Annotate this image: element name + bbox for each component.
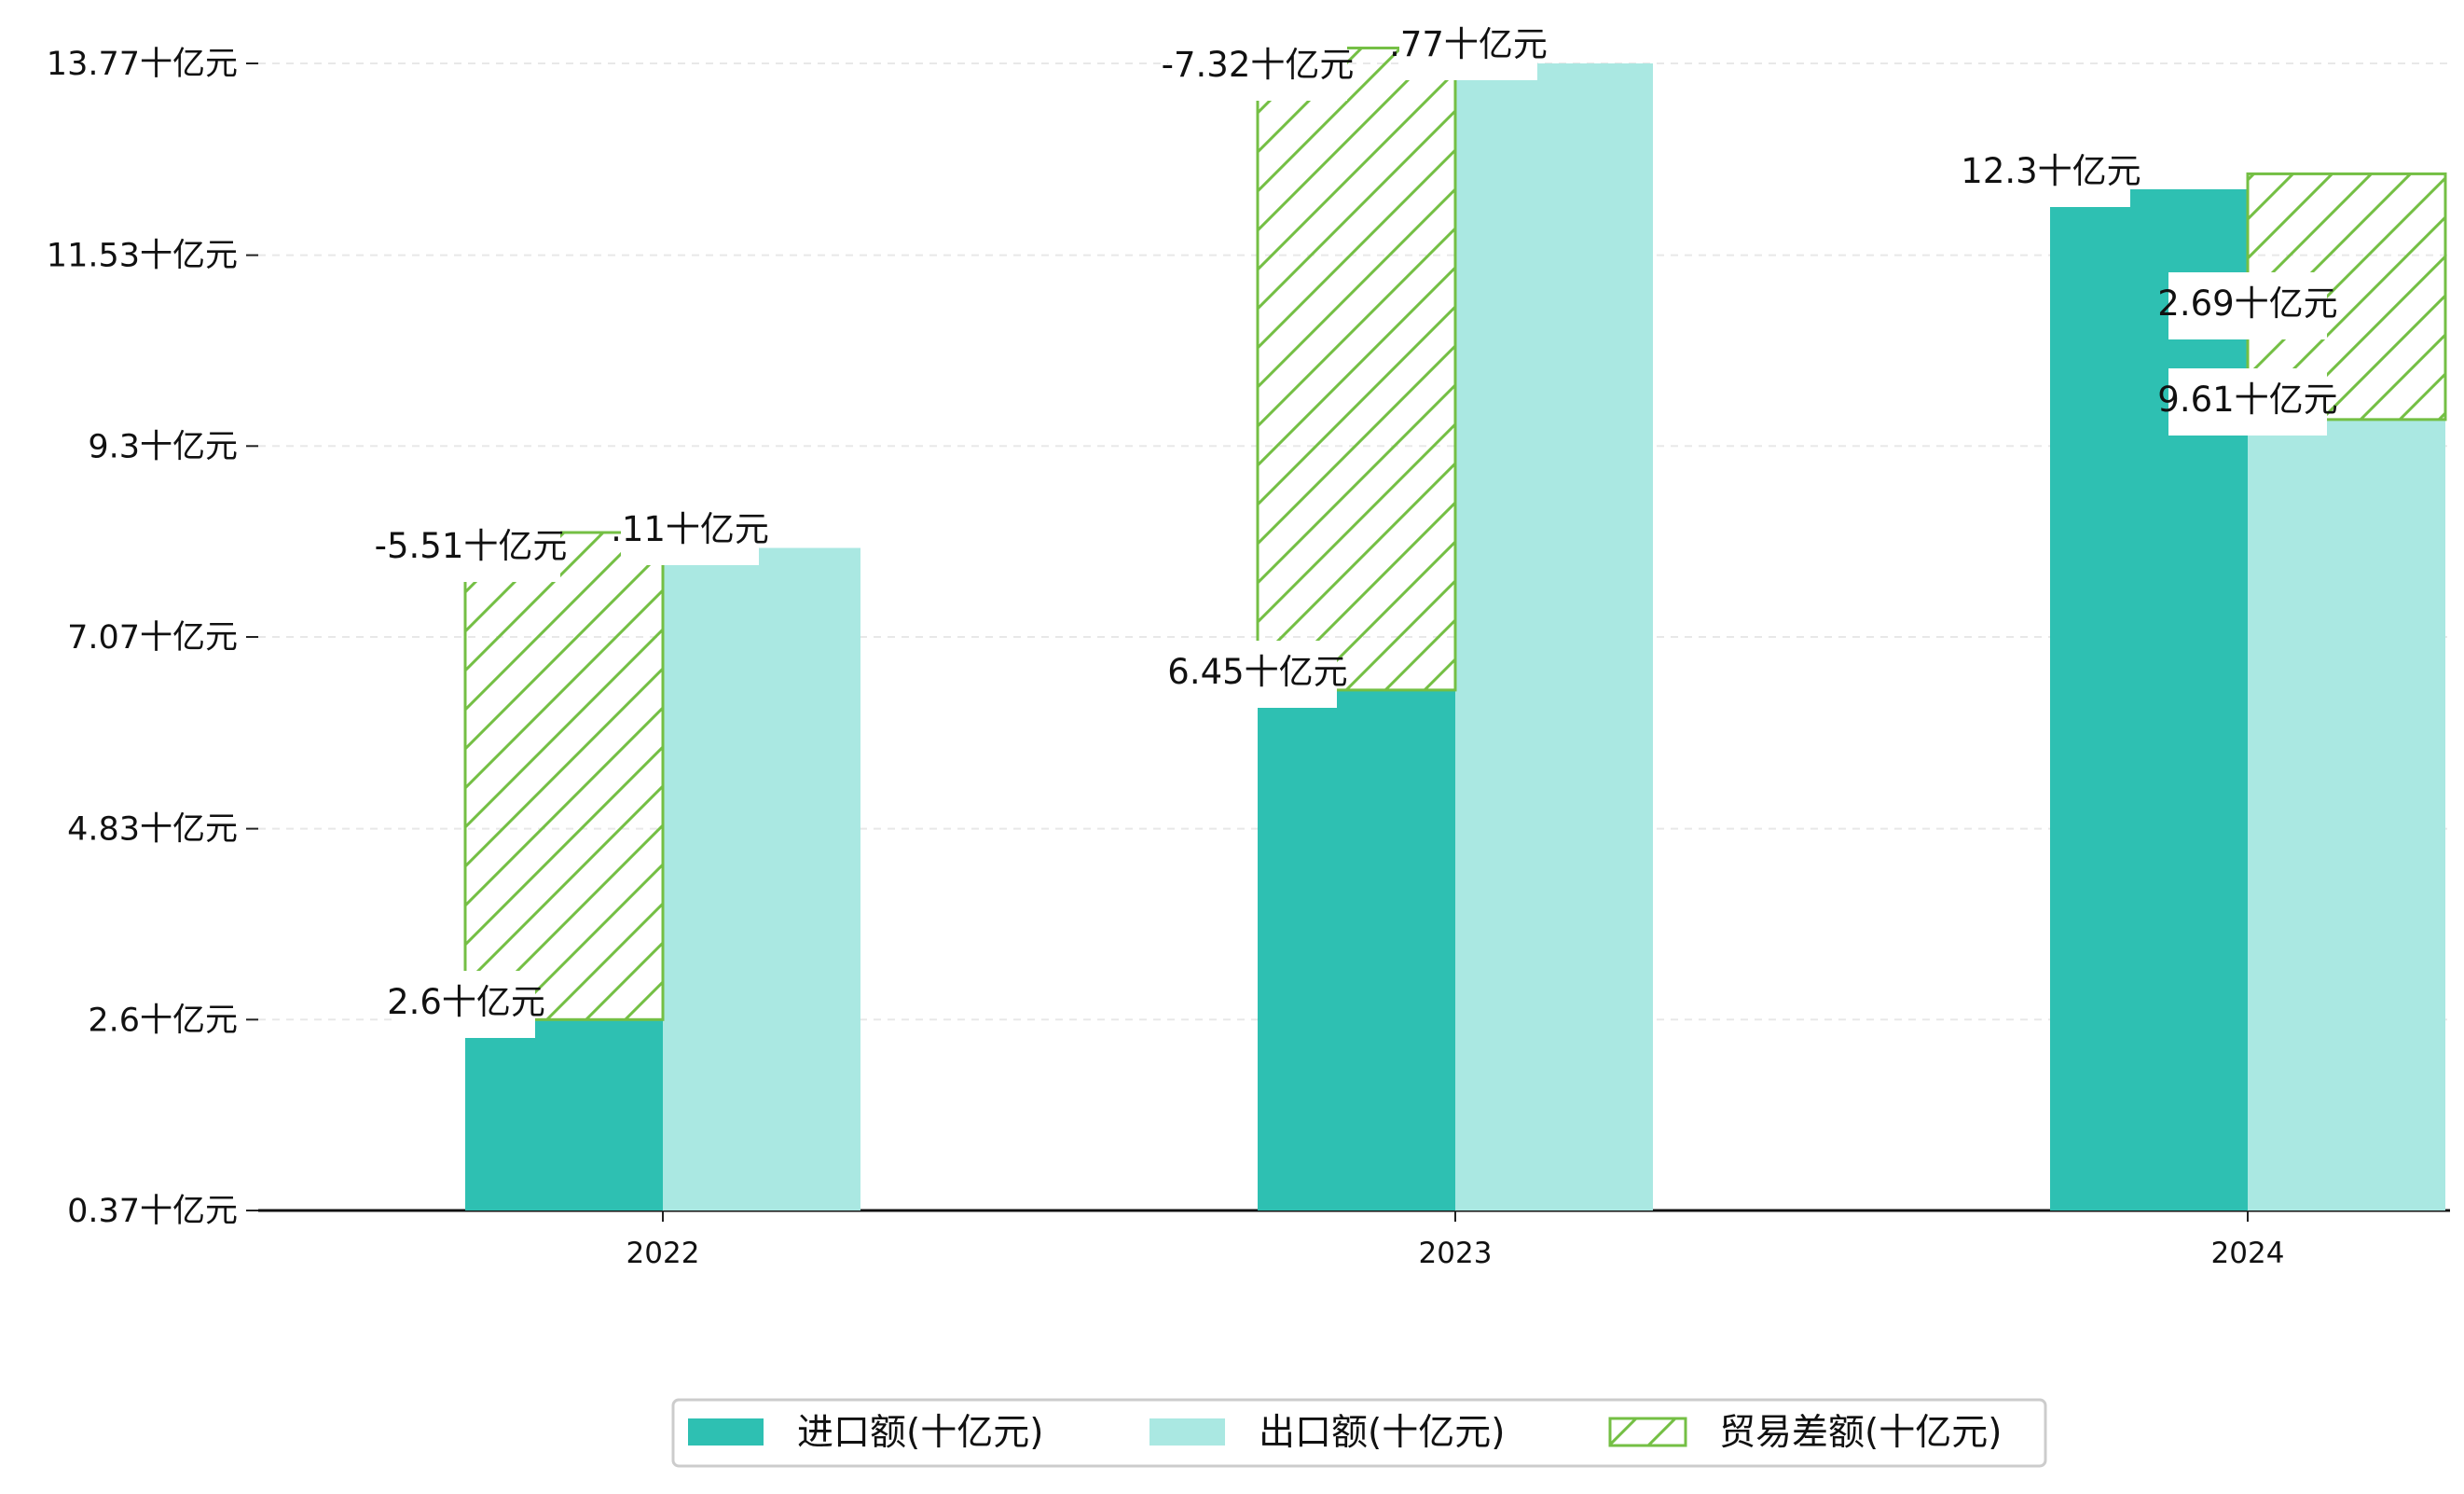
bar-import (465, 1019, 663, 1210)
label-export-box (1399, 13, 1537, 80)
y-tick-label: 0.37十亿元 (67, 1193, 238, 1230)
label-trade-balance: -5.51十亿元 (375, 526, 568, 566)
label-export-box (2168, 368, 2327, 436)
legend-box (671, 1398, 2047, 1468)
label-import-box (1178, 641, 1337, 708)
legend-label: 贸易差额(十亿元) (1719, 1412, 2002, 1454)
legend-label: 进口额(十亿元) (797, 1412, 1043, 1454)
legend-swatch (1149, 1418, 1225, 1446)
legend-swatch (1608, 1417, 1687, 1447)
label-trade-balance: 2.69十亿元 (2157, 284, 2337, 324)
bar-export (663, 547, 860, 1210)
bar-export (1455, 63, 1653, 1210)
legend-label: 出口额(十亿元) (1259, 1412, 1505, 1454)
label-import-box (397, 971, 535, 1038)
label-trade-balance-box (381, 515, 560, 582)
y-tick-label: 2.6十亿元 (88, 1002, 238, 1039)
y-tick-label: 7.07十亿元 (67, 619, 238, 657)
y-tick-label: 4.83十亿元 (67, 811, 238, 849)
x-tick-label: 2022 (626, 1237, 700, 1270)
label-trade-balance-box (1168, 34, 1347, 101)
y-tick-label: 9.3十亿元 (88, 428, 238, 465)
bar-export (2248, 419, 2445, 1211)
label-import: 6.45十亿元 (1167, 652, 1347, 692)
label-import: 2.6十亿元 (387, 982, 545, 1022)
legend-swatch (688, 1418, 764, 1446)
bar-import (1258, 689, 1455, 1210)
label-export: 9.61十亿元 (2157, 380, 2337, 420)
label-export: .77十亿元 (1389, 24, 1548, 64)
label-import: 12.3十亿元 (1961, 151, 2141, 191)
y-tick-label: 13.77十亿元 (47, 46, 238, 83)
bar-import (2050, 188, 2248, 1210)
y-tick-label: 11.53十亿元 (47, 238, 238, 275)
x-tick-label: 2024 (2211, 1237, 2285, 1270)
x-tick-label: 2023 (1419, 1237, 1493, 1270)
label-trade-balance: -7.32十亿元 (1162, 45, 1355, 85)
bar-trade-balance (463, 531, 665, 1021)
label-import-box (1972, 140, 2130, 207)
label-trade-balance-box (2168, 272, 2327, 339)
bar-trade-balance (1256, 46, 1457, 692)
label-export-box (621, 498, 759, 565)
label-export: .11十亿元 (611, 509, 769, 549)
